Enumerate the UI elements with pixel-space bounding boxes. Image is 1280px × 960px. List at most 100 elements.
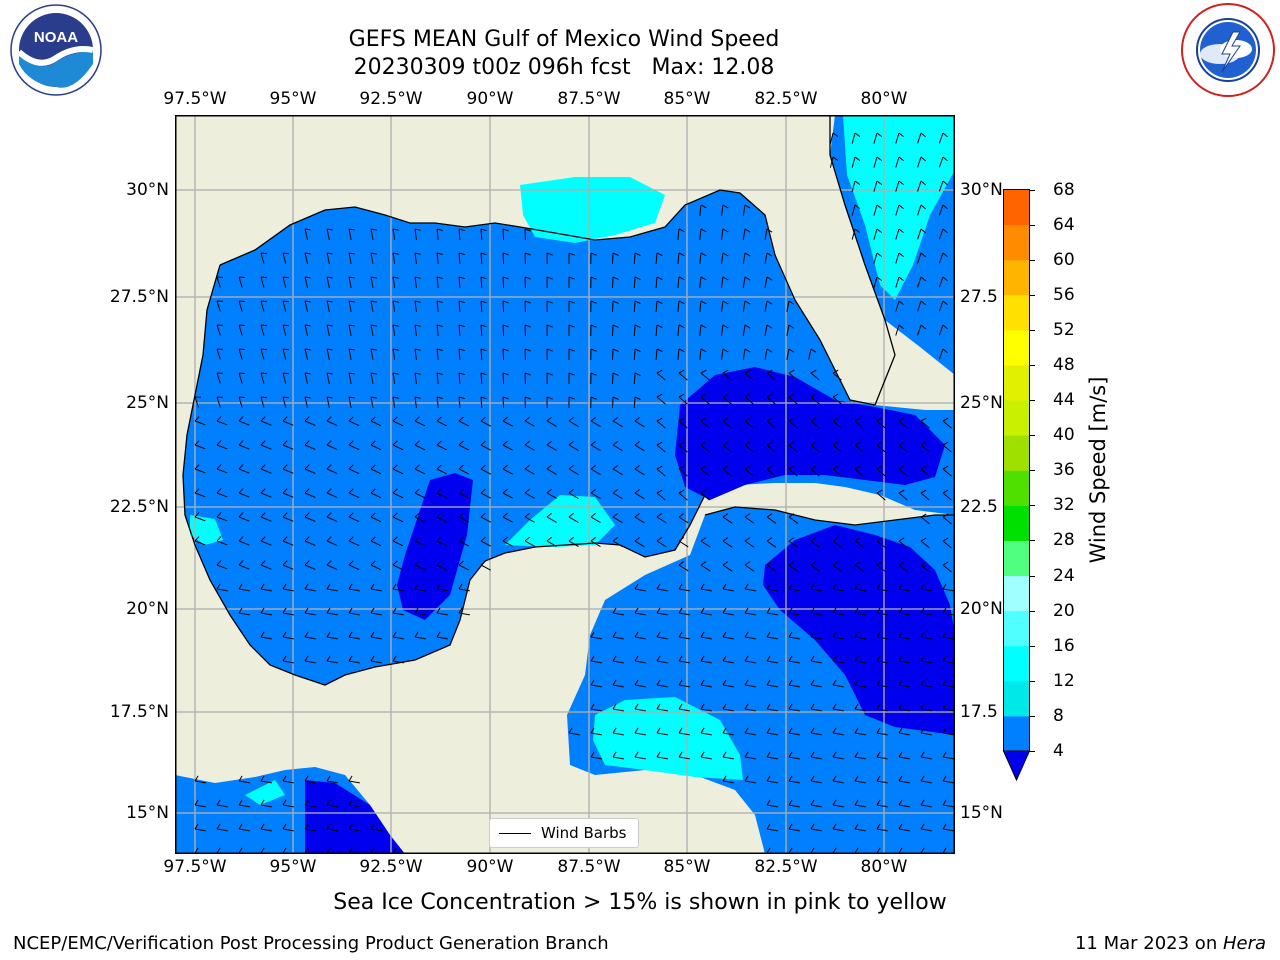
wind-barb-flag xyxy=(568,464,574,470)
wind-barb xyxy=(810,804,822,808)
wind-barb xyxy=(873,156,878,168)
wind-barb xyxy=(744,660,756,664)
wind-barb-flag xyxy=(436,560,442,566)
wind-barb-flag xyxy=(304,440,310,446)
wind-barb xyxy=(764,228,768,240)
wind-barb-flag xyxy=(238,560,244,566)
wind-barb xyxy=(920,660,932,664)
wind-barb xyxy=(260,276,265,288)
wind-barb xyxy=(480,228,483,241)
wind-barb-flag xyxy=(436,631,441,638)
wind-barb-flag xyxy=(612,488,619,494)
wind-barb xyxy=(876,420,886,429)
wind-barb-flag xyxy=(766,679,771,686)
wind-barb-flag xyxy=(788,393,795,398)
wind-barb xyxy=(458,564,470,571)
wind-barb xyxy=(917,276,922,288)
wind-barb xyxy=(895,204,900,216)
wind-barb xyxy=(260,588,272,592)
wind-barb-flag xyxy=(590,536,597,542)
wind-barb xyxy=(502,276,505,289)
wind-barb-flag xyxy=(304,512,310,518)
wind-barb xyxy=(414,324,417,336)
wind-barb-flag xyxy=(722,513,729,518)
wind-barb-flag xyxy=(414,512,420,518)
wind-barb-flag xyxy=(854,583,859,590)
wind-barb xyxy=(722,780,734,784)
wind-barb xyxy=(633,252,636,265)
wind-barb-flag xyxy=(546,348,553,352)
wind-barb-flag xyxy=(370,512,376,518)
colorbar-band xyxy=(1003,364,1030,401)
wind-barb-flag xyxy=(832,441,839,446)
wind-barb-flag xyxy=(480,276,487,280)
gulf-water xyxy=(183,190,955,685)
colorbar-tick-mark xyxy=(1029,645,1035,647)
wind-barb xyxy=(766,540,777,548)
wind-barb xyxy=(810,684,822,688)
wind-barb-flag xyxy=(942,276,948,282)
wind-barb-flag xyxy=(634,583,639,590)
wind-barb-flag xyxy=(524,228,531,232)
wind-barb xyxy=(436,612,448,616)
wind-barb-flag xyxy=(304,372,312,375)
colorbar-band xyxy=(1003,259,1030,296)
wind-barb-flag xyxy=(634,440,641,446)
wind-barb-flag xyxy=(898,561,905,566)
wind-barb xyxy=(744,444,754,453)
lat-tick-left: 15°N xyxy=(126,803,169,823)
wind-barb-flag xyxy=(370,228,377,231)
wind-barb xyxy=(502,492,513,499)
wind-barb xyxy=(414,516,426,523)
wind-barb xyxy=(326,372,330,384)
wind-barb xyxy=(700,684,712,688)
wind-barb xyxy=(348,444,360,451)
wind-barb-flag xyxy=(876,727,881,734)
wind-barb xyxy=(304,420,316,426)
wind-barb xyxy=(458,300,461,312)
lat-tick-left: 25°N xyxy=(126,393,169,413)
wind-barb-flag xyxy=(766,276,773,281)
wind-barb xyxy=(920,588,932,592)
wind-barb-flag xyxy=(304,228,312,231)
wind-barb-flag xyxy=(260,440,266,446)
wind-barb-flag xyxy=(678,441,685,446)
wind-barb xyxy=(656,708,668,712)
wind-barb xyxy=(590,492,601,500)
wind-barb xyxy=(700,420,710,429)
wind-barb-flag xyxy=(898,417,905,422)
wind-barb xyxy=(938,252,944,264)
wind-barb xyxy=(876,636,888,640)
wind-barb-flag xyxy=(502,252,509,256)
wind-barb xyxy=(238,804,250,808)
wind-barb xyxy=(502,396,505,409)
wind-barb-flag xyxy=(656,300,663,305)
wind-barb-flag xyxy=(898,537,905,542)
colorbar-band xyxy=(1003,540,1030,577)
wind-barb xyxy=(260,636,272,640)
wind-barb-flag xyxy=(810,561,817,566)
wind-barb xyxy=(678,612,690,616)
wind-barb xyxy=(458,252,461,264)
wind-barb-flag xyxy=(920,417,927,422)
wind-barb xyxy=(304,564,316,570)
wind-barb-flag xyxy=(282,276,290,279)
wind-barb xyxy=(786,324,790,336)
wind-barb xyxy=(458,588,470,592)
wind-barb xyxy=(788,588,800,592)
wind-barb xyxy=(766,396,776,405)
wind-barb-flag xyxy=(876,561,883,566)
colorbar-tick-mark xyxy=(1029,364,1035,366)
colorbar-label: Wind Speed [m/s] xyxy=(1086,376,1110,564)
wind-barb xyxy=(700,564,711,572)
wind-barb xyxy=(304,228,309,240)
wind-barb xyxy=(392,588,404,592)
wind-barb-flag xyxy=(392,440,398,446)
wind-barb-flag xyxy=(612,536,619,542)
wind-barb xyxy=(370,636,382,640)
wind-barb-flag xyxy=(304,583,309,590)
wind-barb-flag xyxy=(282,536,288,542)
wind-barb xyxy=(458,540,470,547)
wind-barb xyxy=(766,588,778,592)
colorbar-tick-mark xyxy=(1029,435,1035,437)
